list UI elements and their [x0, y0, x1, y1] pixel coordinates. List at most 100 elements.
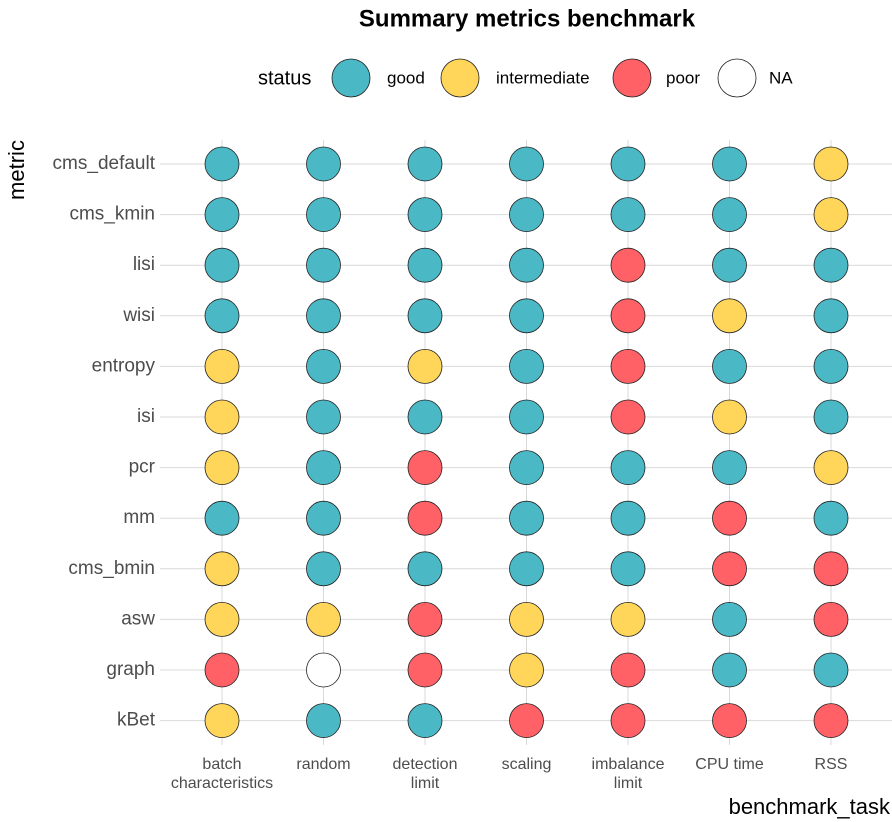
status-dot — [813, 298, 849, 334]
status-dot — [407, 652, 443, 688]
status-dot — [204, 298, 240, 334]
status-dot — [204, 399, 240, 435]
status-dot — [610, 602, 646, 637]
x-tick-label: batch characteristics — [171, 756, 273, 792]
status-dot — [813, 602, 849, 637]
legend-swatch — [612, 58, 652, 98]
y-tick-label: cms_bmin — [68, 558, 155, 579]
status-dot — [813, 348, 849, 384]
status-dot — [610, 298, 646, 334]
status-dot — [509, 450, 544, 486]
status-dot — [712, 197, 747, 233]
y-tick-label: cms_kmin — [69, 204, 155, 225]
status-dot — [712, 703, 747, 738]
status-dot — [813, 247, 849, 283]
status-dot — [813, 551, 849, 587]
legend-label: intermediate — [496, 68, 590, 87]
status-dot — [509, 551, 544, 587]
status-dot — [813, 197, 849, 233]
status-dot — [712, 399, 747, 435]
status-dot — [407, 197, 443, 233]
status-dot — [306, 197, 341, 233]
status-dot — [813, 146, 849, 182]
y-tick-label: cms_default — [53, 153, 156, 174]
y-axis-title: metric — [4, 140, 29, 200]
status-dot — [204, 450, 240, 486]
status-dot — [509, 247, 544, 283]
legend-label: good — [387, 68, 425, 87]
status-dot — [813, 399, 849, 435]
status-dot — [610, 348, 646, 384]
x-axis-title: benchmark_task — [729, 794, 891, 819]
legend-label: NA — [769, 68, 793, 87]
status-dot — [509, 348, 544, 384]
status-dot — [306, 602, 341, 637]
status-dot — [204, 602, 240, 637]
status-dot — [712, 652, 747, 688]
status-dot — [610, 652, 646, 688]
status-dot — [509, 298, 544, 334]
y-tick-label: pcr — [129, 457, 156, 478]
status-dot — [712, 146, 747, 182]
status-dot — [306, 146, 341, 182]
legend-title: status — [258, 67, 311, 89]
status-dot — [610, 551, 646, 587]
y-tick-label: graph — [106, 659, 155, 680]
status-dot — [712, 348, 747, 384]
y-tick-label: asw — [121, 608, 155, 629]
status-dot — [509, 703, 544, 738]
status-dot — [509, 652, 544, 688]
status-dot — [610, 247, 646, 283]
x-tick-label: CPU time — [695, 756, 764, 773]
legend-swatch — [331, 58, 371, 98]
status-dot — [204, 652, 240, 688]
status-dot — [813, 652, 849, 688]
status-dot — [306, 298, 341, 334]
status-dot — [407, 703, 443, 738]
status-dot — [712, 247, 747, 283]
x-tick-label: scaling — [502, 756, 552, 773]
status-dot — [204, 703, 240, 738]
status-dot — [204, 146, 240, 182]
status-dot — [204, 551, 240, 587]
status-dot — [407, 500, 443, 536]
x-tick-label: random — [296, 756, 350, 773]
status-dot — [306, 450, 341, 486]
status-dot — [204, 197, 240, 233]
y-tick-label: lisi — [133, 254, 155, 275]
status-dot — [509, 146, 544, 182]
status-dot — [407, 146, 443, 182]
chart-title: Summary metrics benchmark — [359, 5, 696, 32]
status-dot — [509, 399, 544, 435]
y-tick-label: entropy — [92, 355, 156, 376]
status-dot — [610, 399, 646, 435]
y-tick-label: kBet — [117, 710, 156, 731]
status-dot — [306, 247, 341, 283]
status-dot — [509, 500, 544, 536]
legend-label: poor — [666, 68, 700, 87]
status-dot — [306, 348, 341, 384]
status-dot — [306, 399, 341, 435]
status-dot — [306, 551, 341, 587]
status-dot — [610, 146, 646, 182]
status-dot — [407, 348, 443, 384]
y-tick-label: isi — [137, 406, 155, 427]
y-tick-label: wisi — [122, 305, 155, 326]
status-dot — [813, 500, 849, 536]
status-dot — [407, 298, 443, 334]
status-dot — [712, 500, 747, 536]
status-dot — [407, 602, 443, 637]
status-dot — [813, 703, 849, 738]
x-tick-label: RSS — [815, 756, 848, 773]
status-dot — [204, 247, 240, 283]
status-dot — [407, 551, 443, 587]
status-dot — [712, 602, 747, 637]
status-dot — [407, 247, 443, 283]
status-dot — [712, 551, 747, 587]
status-dot — [712, 450, 747, 486]
status-dot — [407, 450, 443, 486]
status-dot — [712, 298, 747, 334]
status-dot — [509, 197, 544, 233]
status-dot — [509, 602, 544, 637]
